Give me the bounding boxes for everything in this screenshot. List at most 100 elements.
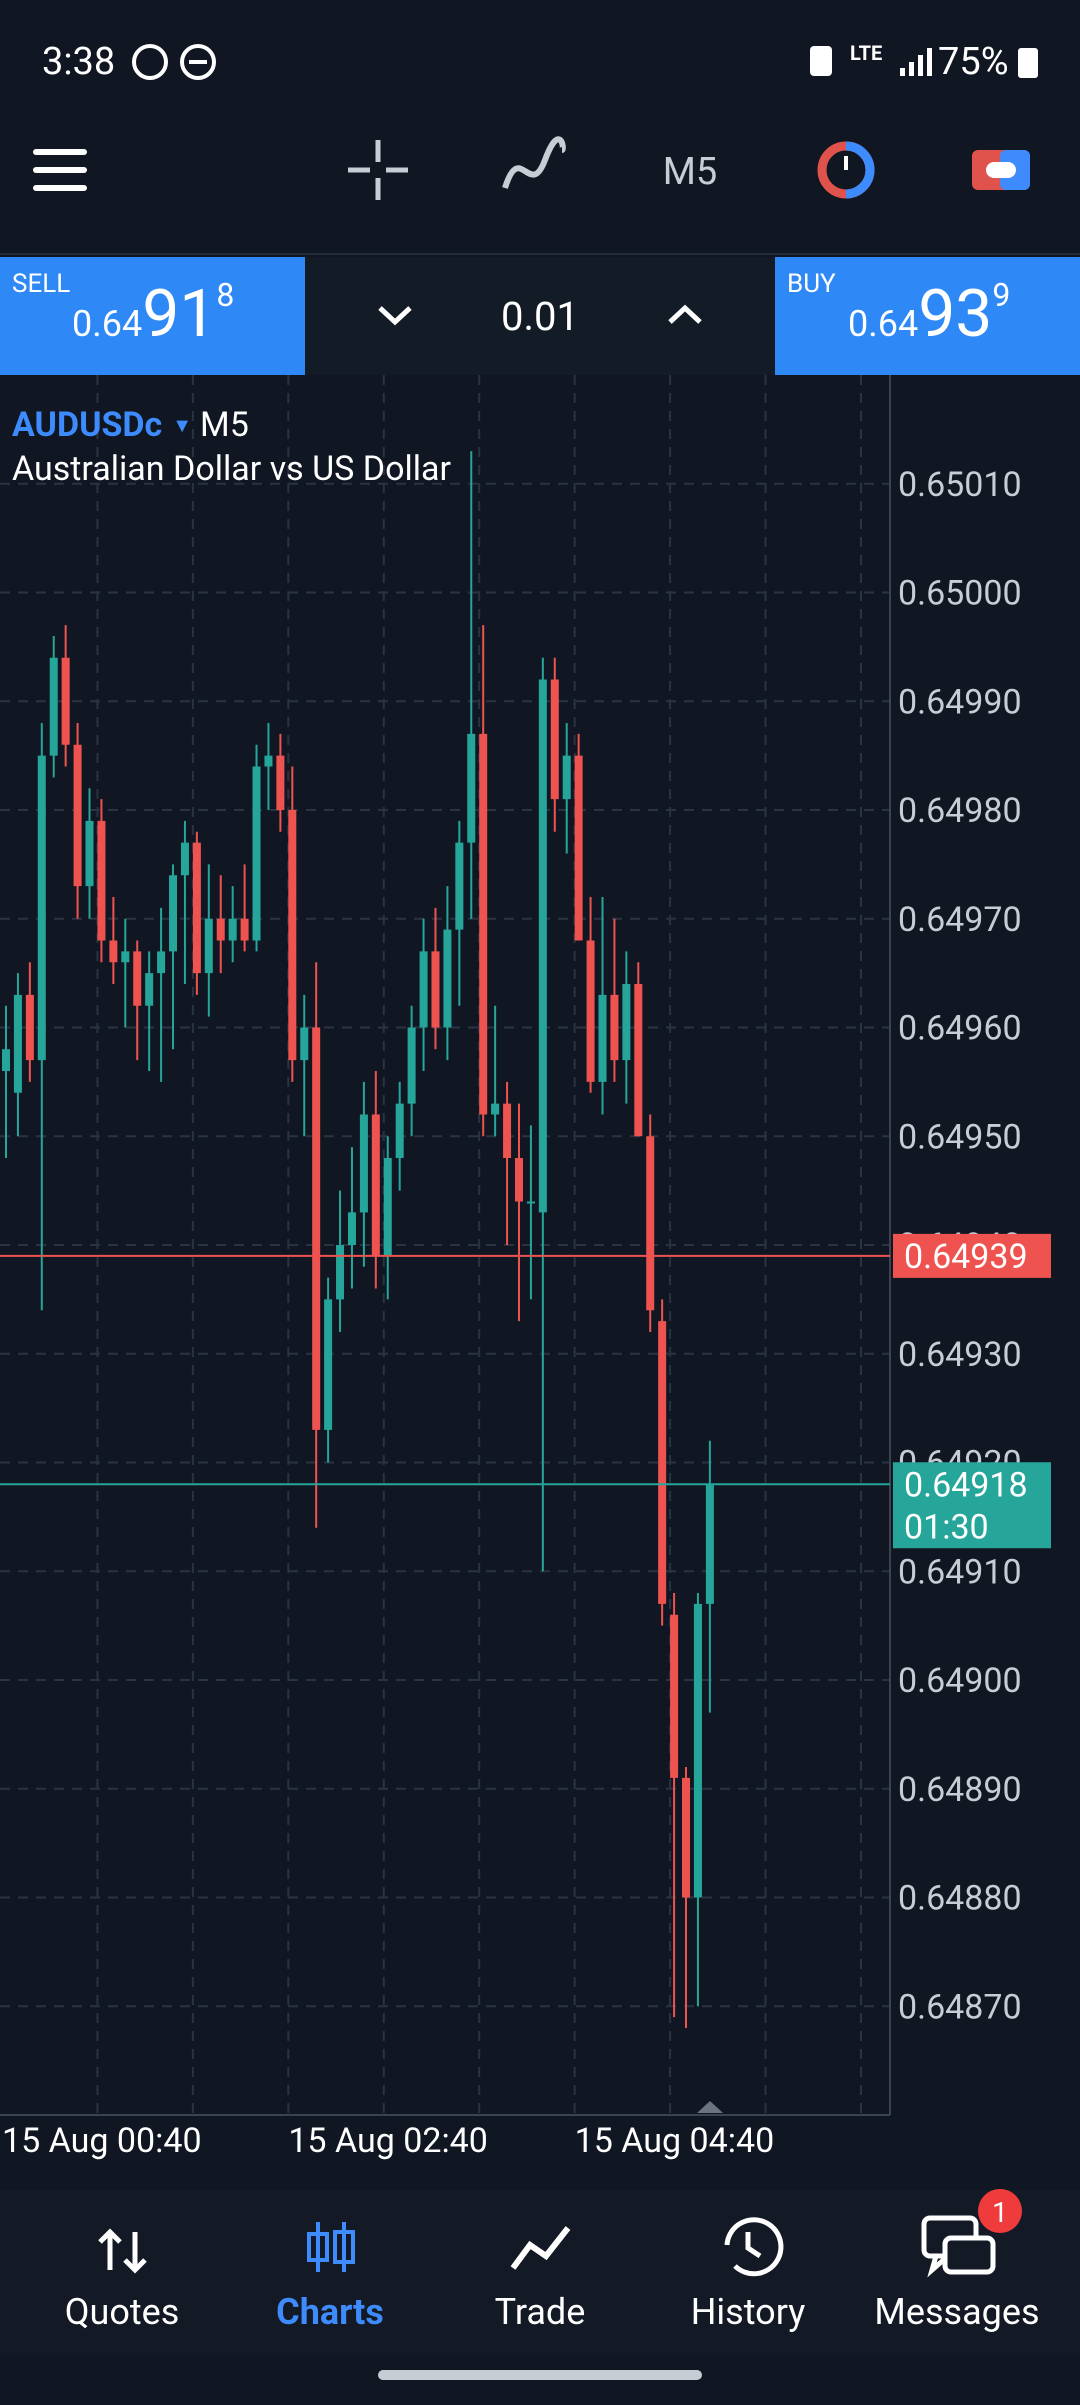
candle-body <box>300 1027 309 1061</box>
nav-label[interactable]: Charts <box>276 2291 384 2333</box>
candle-body <box>586 940 595 1082</box>
candle-body <box>705 1484 714 1604</box>
buy-price-sup: 9 <box>992 276 1010 314</box>
y-tick-label: 0.64890 <box>898 1770 1022 1810</box>
candle-body <box>133 951 142 1006</box>
candle-body <box>73 744 82 887</box>
nav-label[interactable]: Trade <box>495 2291 586 2333</box>
y-tick-label: 0.65010 <box>898 465 1022 505</box>
home-indicator[interactable] <box>378 2370 702 2380</box>
candle-body <box>526 1201 535 1204</box>
scroll-marker <box>697 2101 723 2113</box>
candle-body <box>634 984 643 1137</box>
candle-body <box>371 1114 380 1256</box>
candle-body <box>562 755 571 800</box>
y-tick-label: 0.64980 <box>898 791 1022 831</box>
candles <box>2 451 714 2028</box>
chart-timeframe: M5 <box>200 405 249 445</box>
battery-icon <box>1018 48 1038 78</box>
candle-body <box>145 973 154 1006</box>
candle-body <box>2 1049 10 1071</box>
network-type: LTE <box>850 41 882 65</box>
candle-body <box>419 951 428 1028</box>
candle-body <box>121 951 130 963</box>
chart-grid <box>0 375 890 2115</box>
y-tick-label: 0.64880 <box>898 1879 1022 1919</box>
candle-body <box>431 951 440 1028</box>
candle-body <box>192 842 201 974</box>
candle-body <box>467 733 476 843</box>
buy-button[interactable] <box>775 257 1080 375</box>
indicators-button[interactable] <box>502 136 566 189</box>
candle-body <box>455 842 464 930</box>
ask-price-label: 0.64939 <box>904 1237 1028 1277</box>
candle-body <box>228 918 237 941</box>
sell-price: 0.64918 <box>72 276 234 353</box>
nav-label[interactable]: History <box>691 2291 806 2333</box>
charts-icon <box>307 2222 355 2272</box>
candle-body <box>13 994 22 1093</box>
candle-body <box>276 755 285 810</box>
objects-button[interactable] <box>817 141 875 199</box>
timeframe-button[interactable]: M5 <box>663 150 718 194</box>
y-tick-label: 0.64990 <box>898 682 1022 722</box>
clock: 3:38 <box>42 40 115 84</box>
candle-body <box>538 679 547 1213</box>
candle-body <box>336 1245 345 1300</box>
whatsapp-icon <box>132 44 168 80</box>
candle-body <box>670 1614 679 1778</box>
volume-up[interactable] <box>668 304 702 324</box>
candle-body <box>97 820 106 941</box>
candle-body <box>264 755 273 767</box>
x-tick-label: 15 Aug 04:40 <box>575 2121 775 2161</box>
chart-symbol[interactable]: AUDUSDc <box>12 405 162 445</box>
sell-price-big: 91 <box>142 276 216 353</box>
candle-body <box>479 733 488 1115</box>
badge <box>978 2189 1022 2233</box>
nav-label[interactable]: Quotes <box>65 2291 180 2333</box>
trade-icon <box>510 2226 571 2270</box>
signal-icon <box>900 48 932 76</box>
dnd-icon <box>180 44 216 80</box>
menu-button[interactable] <box>33 149 87 191</box>
y-tick-label: 0.64900 <box>898 1661 1022 1701</box>
nav-labels: Quotes Charts Trade History Messages <box>65 2291 1040 2333</box>
candle-body <box>574 755 583 941</box>
candle-body <box>682 1777 691 1898</box>
nav-label[interactable]: Messages <box>874 2291 1039 2333</box>
candle-body <box>312 1027 321 1430</box>
y-tick-label: 0.64960 <box>898 1009 1022 1049</box>
battery-level: 75% <box>938 40 1009 84</box>
candle-body <box>169 875 178 952</box>
x-tick-label: 15 Aug 00:40 <box>2 2121 202 2161</box>
volume-value[interactable]: 0.01 <box>501 293 579 340</box>
x-tick-label: 15 Aug 02:40 <box>288 2121 488 2161</box>
candle-body <box>550 679 559 800</box>
symbol-dropdown[interactable]: ▼ <box>172 413 192 437</box>
volume-down[interactable] <box>378 306 412 326</box>
sell-price-prefix: 0.64 <box>72 303 142 345</box>
candle-body <box>503 1103 512 1158</box>
buy-price: 0.64939 <box>848 276 1010 353</box>
candle-body <box>646 1136 655 1311</box>
candle-body <box>157 951 166 974</box>
candle-body <box>109 940 118 963</box>
bid-price-label: 0.64918 <box>904 1465 1028 1505</box>
candle-body <box>395 1103 404 1158</box>
crosshair-button[interactable] <box>348 140 408 200</box>
candle-body <box>443 929 452 1028</box>
sell-price-sup: 8 <box>216 276 234 314</box>
one-click-button[interactable] <box>972 150 1030 190</box>
bid-price-box <box>893 1462 1051 1549</box>
candle-body <box>61 657 70 745</box>
candle-body <box>252 766 261 941</box>
candle-body <box>288 810 297 1061</box>
candle-body <box>180 842 189 876</box>
sell-button[interactable] <box>0 257 305 375</box>
ask-price-box <box>893 1233 1051 1278</box>
data-saver-icon <box>810 46 832 76</box>
candle-body <box>216 918 225 941</box>
bar-timer: 01:30 <box>904 1507 989 1547</box>
